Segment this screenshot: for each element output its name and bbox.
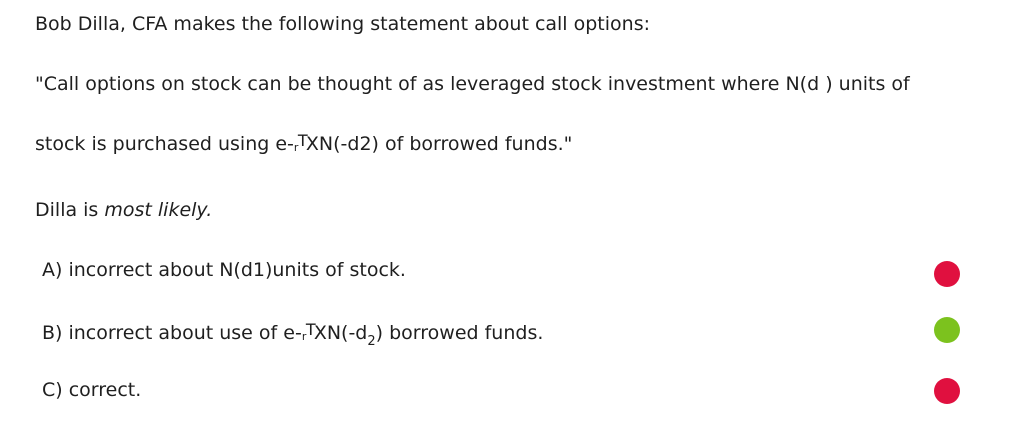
question-intro: Bob Dilla, CFA makes the following state… <box>35 13 651 35</box>
choice-b-post: ) borrowed funds. <box>375 322 544 344</box>
prompt-text: Dilla is <box>35 199 105 221</box>
choice-c-indicator-icon <box>934 378 960 404</box>
quote-line2-pre: stock is purchased using e- <box>35 133 294 155</box>
exponent-r: r <box>293 141 299 154</box>
choice-a[interactable]: A) incorrect about N(d1)units of stock. <box>42 259 406 281</box>
choice-b-mid: XN(-d <box>313 322 368 344</box>
choice-b-indicator-icon <box>934 317 960 343</box>
choice-b-subscript: 2 <box>367 334 376 349</box>
exponent-T: T <box>297 131 308 150</box>
choice-b-pre: B) incorrect about use of e- <box>42 322 302 344</box>
question-quote-line2: stock is purchased using e-r T XN(-d2) of … <box>35 131 573 156</box>
quote-line2-post: XN(-d2) of borrowed funds." <box>305 133 573 155</box>
choice-a-indicator-icon <box>934 261 960 287</box>
choice-b[interactable]: B) incorrect about use of e-r T XN(-d2) bo… <box>42 320 544 349</box>
question-prompt: Dilla is most likely. <box>35 198 212 222</box>
choice-b-exponent-T: T <box>305 320 316 339</box>
prompt-emphasis: most likely. <box>104 199 213 221</box>
question-quote-line1: "Call options on stock can be thought of… <box>35 73 910 95</box>
choice-c[interactable]: C) correct. <box>42 379 142 401</box>
choice-b-exponent-r: r <box>301 330 307 343</box>
